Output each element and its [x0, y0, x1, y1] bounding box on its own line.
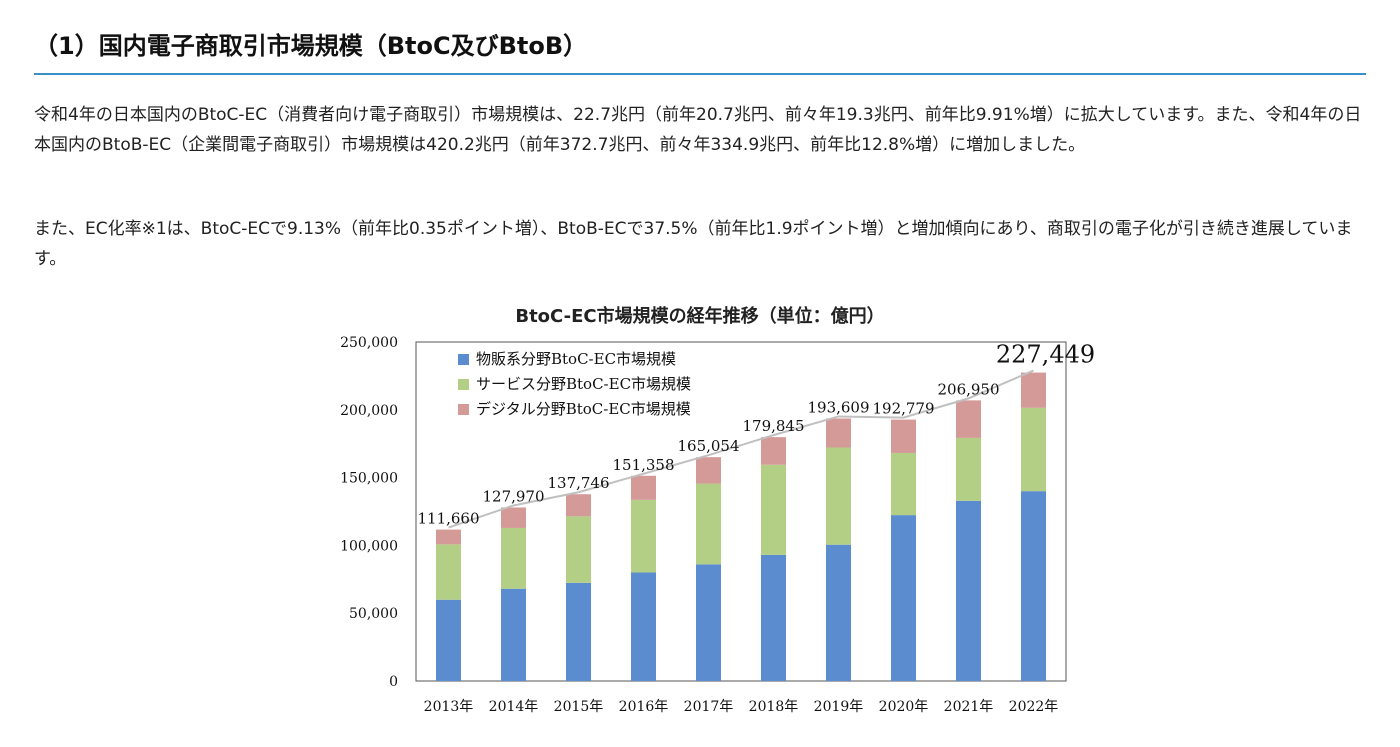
y-tick-label: 150,000: [340, 471, 398, 487]
bar-segment-series0: [826, 544, 851, 681]
total-data-label: 227,449: [996, 341, 1095, 369]
bar-segment-series2: [891, 419, 916, 453]
bar-segment-series0: [696, 564, 721, 681]
bar-segment-series1: [761, 464, 786, 555]
x-tick-label: 2013年: [424, 699, 474, 715]
total-data-label: 127,970: [482, 487, 544, 505]
plot-frame: [415, 341, 1067, 682]
paragraph-ec-rate: また、EC化率※1は、BtoC-ECで9.13%（前年比0.35ポイント増）、B…: [34, 219, 1353, 269]
bar-segment-series1: [956, 437, 981, 501]
bar-segment-series2: [631, 475, 656, 500]
bar-segment-series0: [436, 599, 461, 681]
legend-swatch: [458, 354, 469, 365]
total-data-label: 111,660: [417, 510, 479, 528]
legend-swatch: [458, 379, 469, 390]
bar-segment-series0: [761, 554, 786, 681]
total-data-label: 193,609: [807, 398, 869, 416]
legend-label: 物販系分野BtoC-EC市場規模: [476, 350, 676, 368]
bar-segment-series1: [891, 452, 916, 516]
bar-segment-series1: [501, 527, 526, 589]
bar-segment-series0: [1021, 491, 1046, 681]
bar-segment-series2: [696, 457, 721, 484]
legend-swatch: [458, 404, 469, 415]
total-data-label: 192,779: [872, 400, 934, 418]
x-tick-label: 2021年: [944, 699, 994, 715]
bar-segment-series1: [566, 516, 591, 583]
bar-segment-series2: [761, 437, 786, 465]
total-trend-line: [448, 369, 1034, 529]
y-tick-label: 250,000: [340, 335, 398, 351]
total-data-label: 206,950: [937, 380, 999, 398]
x-tick-label: 2022年: [1009, 699, 1059, 715]
x-tick-label: 2016年: [619, 699, 669, 715]
bar-segment-series0: [956, 500, 981, 681]
bar-segment-series0: [631, 572, 656, 681]
bar-segment-series1: [696, 483, 721, 565]
x-tick-label: 2018年: [749, 699, 799, 715]
x-tick-label: 2014年: [489, 699, 539, 715]
total-data-label: 179,845: [742, 417, 804, 435]
total-data-label: 151,358: [612, 456, 674, 474]
y-tick-label: 100,000: [340, 538, 398, 554]
bar-segment-series2: [826, 418, 851, 448]
bar-segment-series2: [436, 529, 461, 545]
bar-segment-series2: [1021, 372, 1046, 408]
bar-segment-series1: [826, 447, 851, 545]
bar-segment-series0: [891, 515, 916, 681]
legend-label: サービス分野BtoC-EC市場規模: [476, 375, 691, 393]
bar-segment-series0: [566, 582, 591, 681]
x-tick-label: 2019年: [814, 699, 864, 715]
total-data-label: 137,746: [547, 474, 609, 492]
bar-segment-series2: [501, 507, 526, 528]
y-tick-label: 200,000: [340, 403, 398, 419]
x-tick-label: 2017年: [684, 699, 734, 715]
legend-label: デジタル分野BtoC-EC市場規模: [476, 400, 691, 418]
paragraph-market-size: 令和4年の日本国内のBtoC-EC（消費者向け電子商取引）市場規模は、22.7兆…: [34, 105, 1362, 155]
bar-segment-series2: [956, 400, 981, 438]
bar-segment-series1: [436, 544, 461, 600]
section-heading: （1）国内電子商取引市場規模（BtoC及びBtoB）: [34, 26, 1366, 75]
x-tick-label: 2020年: [879, 699, 929, 715]
y-tick-label: 50,000: [349, 606, 398, 622]
bar-segment-series2: [566, 494, 591, 517]
total-data-label: 165,054: [677, 437, 739, 455]
x-tick-label: 2015年: [554, 699, 604, 715]
bar-segment-series0: [501, 588, 526, 681]
bar-segment-series1: [1021, 407, 1046, 492]
y-tick-label: 0: [389, 674, 398, 690]
bar-segment-series1: [631, 499, 656, 573]
chart-title: BtoC-EC市場規模の経年推移（単位：億円）: [515, 306, 885, 327]
